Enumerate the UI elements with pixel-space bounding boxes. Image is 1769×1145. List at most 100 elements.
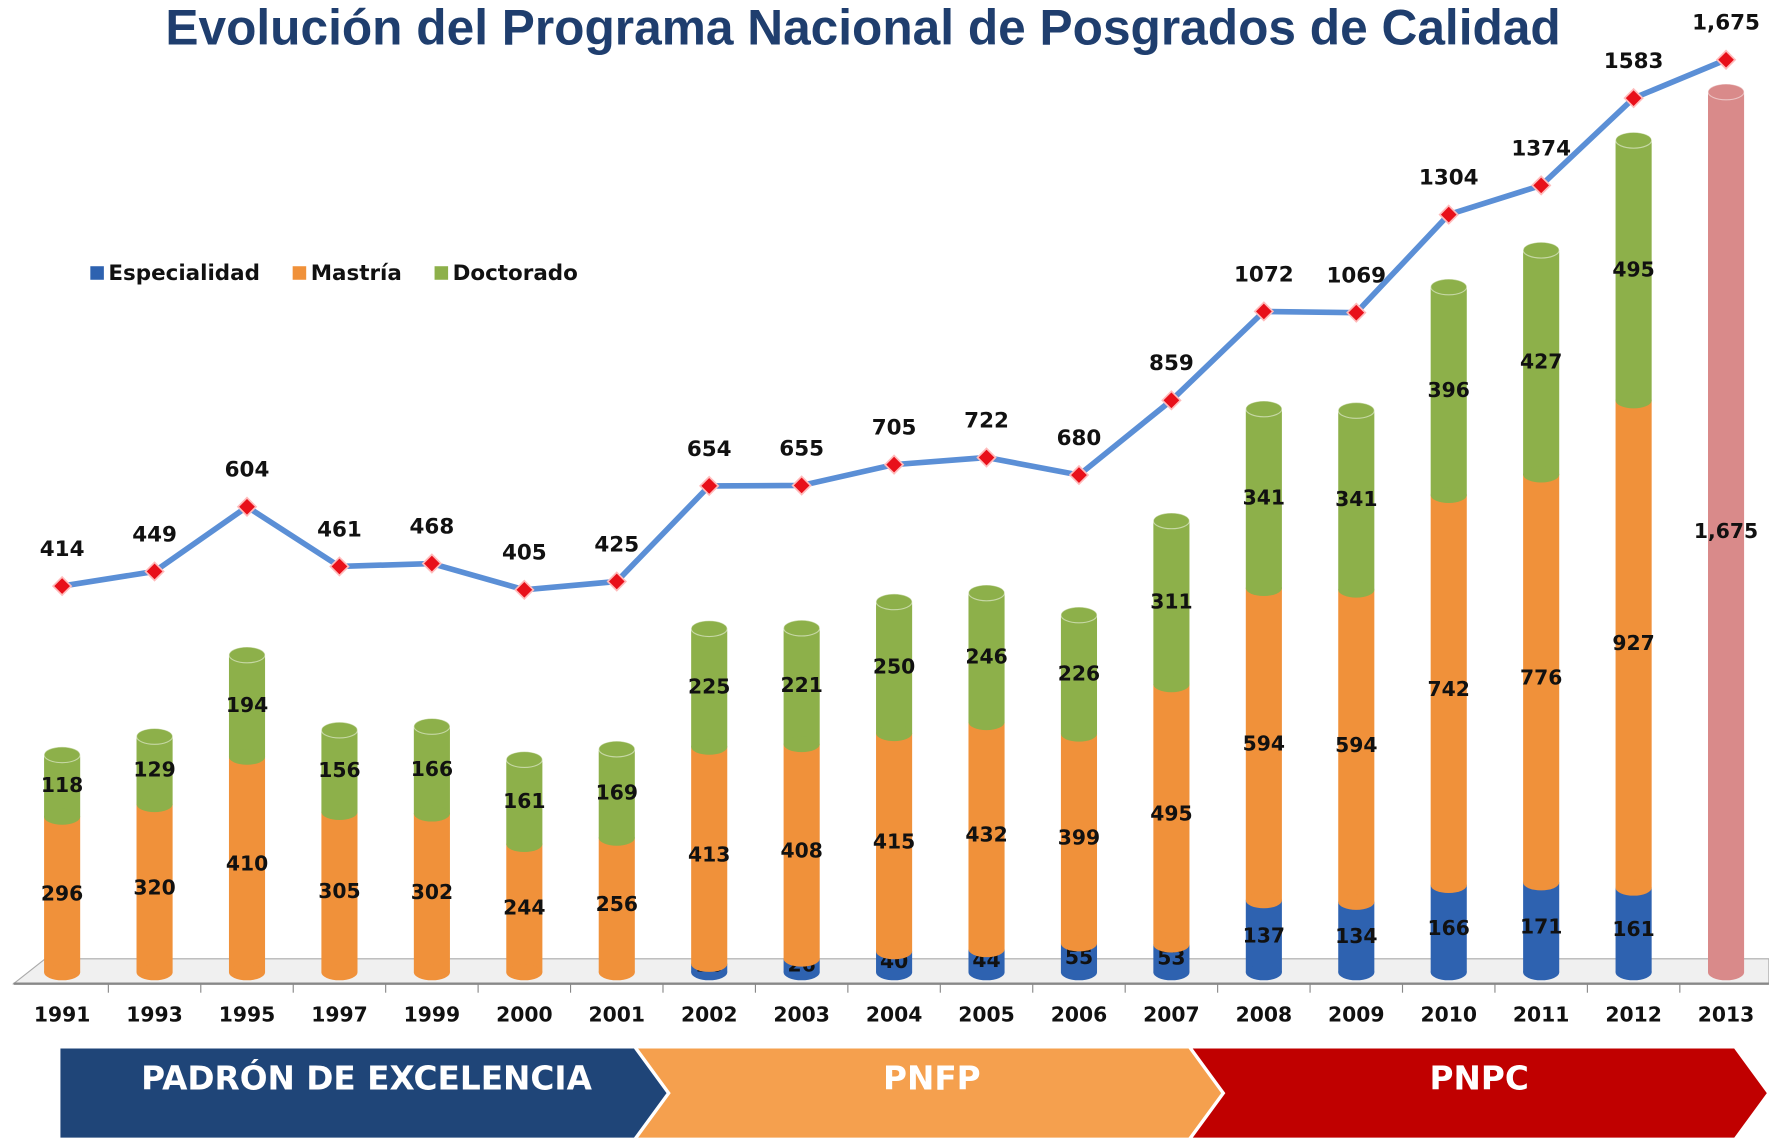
data-label: 432: [965, 823, 1007, 847]
data-label: 311: [1150, 590, 1192, 614]
period-label: PADRÓN DE EXCELENCIA: [141, 1059, 592, 1098]
line-label: 414: [40, 537, 85, 562]
line-label: 1304: [1419, 165, 1479, 190]
data-label: 399: [1058, 826, 1100, 850]
bar-cap: [1152, 512, 1191, 530]
bar-base: [1707, 964, 1745, 981]
line-label: 705: [872, 416, 917, 441]
data-label: 137: [1243, 923, 1285, 947]
x-tick-label: 2007: [1143, 1002, 1200, 1026]
line-marker: [1530, 175, 1552, 196]
bar-base: [136, 796, 173, 813]
bar-segment: [413, 726, 450, 814]
x-tick-label: 1999: [404, 1002, 461, 1026]
data-label: 320: [133, 875, 175, 899]
bar-cap: [875, 593, 913, 611]
line-marker: [1253, 301, 1275, 322]
x-tick-label: 2005: [958, 1002, 1015, 1026]
bar-base: [1615, 392, 1652, 409]
bar-segment: [876, 601, 913, 734]
legend-swatch: [292, 266, 307, 280]
bar-base: [506, 964, 543, 981]
bar-base: [506, 836, 543, 853]
line-label: 1072: [1234, 262, 1294, 287]
bar-base: [1615, 964, 1652, 981]
bar-base: [1338, 964, 1375, 981]
line-label: 655: [779, 436, 824, 461]
chart-title: Evolución del Programa Nacional de Posgr…: [165, 0, 1560, 56]
x-tick-label: 2004: [866, 1002, 923, 1026]
bar-cap: [413, 717, 451, 735]
bar-segment: [1523, 474, 1560, 883]
bar-cap: [1060, 606, 1098, 624]
data-label: 244: [503, 895, 545, 919]
bar-base: [691, 738, 728, 755]
bar-cap: [1430, 278, 1468, 296]
bar-base: [1060, 935, 1098, 952]
bar-segment: [968, 722, 1005, 950]
line-label: 1583: [1604, 49, 1664, 74]
bar-base: [321, 804, 358, 820]
data-label: 161: [1612, 917, 1654, 941]
bar-base: [1153, 964, 1190, 981]
bar-cap: [320, 721, 359, 739]
bar-base: [1245, 580, 1282, 597]
line-marker: [698, 475, 720, 497]
bar-segment: [1430, 495, 1467, 886]
bar-segment: [321, 812, 358, 973]
data-label: 166: [1428, 916, 1470, 940]
data-label: 341: [1243, 485, 1285, 509]
line-marker: [1346, 302, 1367, 323]
bar-base: [1523, 466, 1560, 483]
line-marker: [236, 496, 258, 517]
bar-cap: [135, 727, 174, 745]
bar-segment: [228, 654, 266, 757]
line-marker: [1438, 204, 1459, 225]
bar-segment: [506, 759, 543, 845]
x-tick-label: 1997: [311, 1002, 368, 1026]
bar-base: [1060, 725, 1098, 742]
bar-base: [1430, 964, 1467, 981]
bar-segment: [1523, 882, 1560, 973]
data-label: 171: [1520, 914, 1562, 938]
bar-cap: [1614, 131, 1653, 149]
data-label: 166: [411, 757, 453, 781]
line-marker: [1715, 49, 1737, 70]
line-marker: [883, 454, 905, 475]
bar-cap: [43, 746, 81, 764]
bar-segment: [1153, 520, 1190, 685]
bar-base: [1245, 964, 1282, 981]
x-tick-label: 2003: [773, 1002, 829, 1026]
line-marker: [144, 561, 165, 582]
data-label: 415: [873, 829, 915, 853]
bar-segment: [1523, 250, 1560, 475]
bar-cap: [967, 584, 1006, 602]
data-label: 1,675: [1694, 519, 1758, 543]
data-label: 594: [1243, 731, 1285, 755]
x-tick-label: 2008: [1236, 1002, 1293, 1026]
bar-segment: [1615, 400, 1652, 888]
data-label: 396: [1428, 378, 1470, 402]
bar-cap: [228, 646, 266, 664]
x-tick-label: 2009: [1328, 1002, 1385, 1026]
period-band: [1186, 1045, 1769, 1142]
bar-segment: [1338, 410, 1375, 590]
data-label: 246: [965, 645, 1007, 669]
bar-base: [1338, 894, 1375, 910]
line-label: 449: [132, 522, 177, 547]
bar-base: [1430, 877, 1467, 894]
data-label: 408: [780, 838, 822, 862]
bar-segment: [228, 756, 266, 973]
bar-segment: [1338, 589, 1375, 902]
data-label: 118: [41, 773, 83, 797]
bar-cap: [1707, 83, 1745, 101]
x-tick-label: 2010: [1420, 1002, 1477, 1026]
line-label: 1069: [1326, 264, 1386, 289]
data-label: 302: [411, 880, 453, 904]
data-label: 495: [1612, 257, 1654, 281]
data-label: 495: [1150, 801, 1192, 825]
bar-base: [968, 941, 1005, 958]
bar-segment: [44, 754, 81, 817]
data-label: 413: [688, 842, 730, 866]
